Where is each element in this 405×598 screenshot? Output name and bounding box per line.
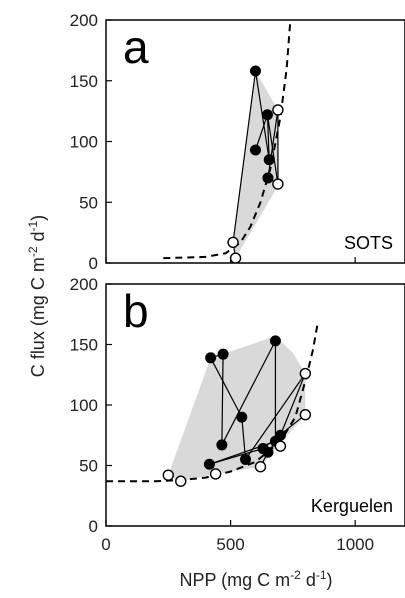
- data-point-filled: [262, 446, 274, 458]
- y-tick-label: 0: [89, 254, 98, 273]
- data-point-open: [254, 461, 267, 473]
- y-tick-label: 200: [70, 11, 98, 30]
- x-tick-label: 0: [101, 535, 110, 554]
- connector-line: [245, 373, 306, 460]
- data-point-open: [272, 104, 284, 116]
- data-point-filled: [263, 154, 275, 166]
- data-point-filled: [261, 109, 273, 121]
- connector-line: [221, 354, 224, 445]
- panel-a: 0 50 100 150 200 a SOTS: [70, 11, 405, 273]
- data-point-filled: [216, 439, 228, 451]
- x-axis-label-mid: d: [301, 570, 316, 590]
- data-point-filled: [217, 348, 229, 360]
- y-axis-label: C flux (mg C m-2 d-1): [26, 215, 48, 377]
- x-tick-label: 500: [216, 535, 244, 554]
- data-point-filled: [250, 65, 261, 77]
- y-tick-label: 150: [70, 72, 98, 91]
- y-axis-label-end: ): [28, 215, 48, 221]
- fit-curve: [163, 20, 292, 260]
- data-point-open: [229, 252, 242, 263]
- data-point-open: [227, 236, 239, 249]
- connector-line: [279, 373, 306, 436]
- plot-area: [163, 20, 292, 263]
- connector-line: [254, 114, 269, 151]
- y-axis-label-mid: d: [28, 231, 48, 246]
- site-label: Kerguelen: [311, 496, 393, 516]
- y-axis-label-sup2: -1: [26, 220, 40, 231]
- data-point-filled: [205, 352, 217, 364]
- y-axis-label-sup1: -2: [26, 246, 40, 257]
- data-point-open: [272, 178, 284, 190]
- y-tick-label: 50: [79, 193, 98, 212]
- hull-polygon: [233, 71, 280, 259]
- y-tick-label: 0: [89, 517, 98, 536]
- data-point-filled: [203, 458, 215, 470]
- fit-curve: [106, 322, 319, 483]
- x-tick-label: 1000: [336, 535, 374, 554]
- data-point-open: [299, 367, 312, 380]
- connector-line: [221, 340, 276, 446]
- x-axis-label-sup1: -2: [290, 568, 301, 582]
- panel-letter: a: [123, 21, 149, 73]
- data-point-open: [175, 475, 187, 487]
- panel-b: 0 50 100 150 200 0 500 1000 b Kerguelen: [70, 275, 405, 554]
- x-axis-label-end: ): [327, 570, 333, 590]
- y-tick-label: 150: [70, 336, 98, 355]
- plot-area: [106, 322, 319, 487]
- connector-line: [210, 357, 243, 418]
- data-point-filled: [236, 411, 248, 423]
- connector-line: [267, 109, 279, 179]
- data-point-open: [299, 408, 312, 421]
- data-point-filled: [274, 429, 286, 441]
- data-point-filled: [240, 453, 252, 465]
- connector-line: [232, 70, 257, 243]
- data-point-open: [274, 440, 287, 452]
- y-tick-label: 100: [70, 396, 98, 415]
- data-point-open: [162, 469, 174, 481]
- y-axis-label-main: C flux (mg C m: [28, 257, 48, 377]
- y-tick-label: 50: [79, 457, 98, 476]
- data-point-open: [209, 468, 222, 480]
- y-tick-label: 100: [70, 133, 98, 152]
- data-point-filled: [262, 172, 274, 184]
- panel-letter: b: [123, 285, 149, 337]
- data-point-filled: [269, 335, 281, 347]
- x-axis-label-main: NPP (mg C m: [179, 570, 290, 590]
- data-point-filled: [250, 144, 261, 156]
- site-label: SOTS: [344, 233, 393, 253]
- x-axis-label-sup2: -1: [316, 568, 327, 582]
- y-tick-label: 200: [70, 275, 98, 294]
- connector-line: [266, 114, 270, 160]
- x-axis-label: NPP (mg C m-2 d-1): [179, 568, 332, 590]
